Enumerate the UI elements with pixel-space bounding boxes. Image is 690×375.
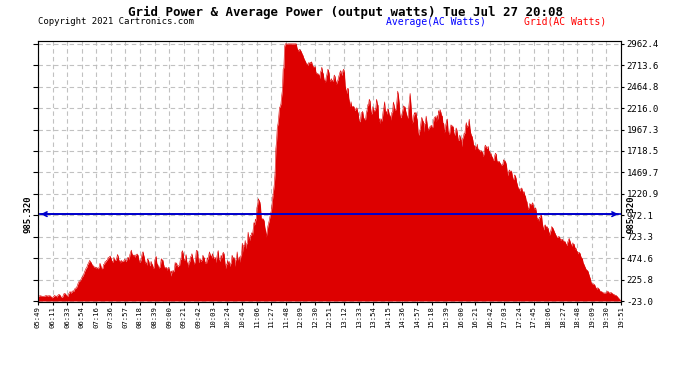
Text: 985.320: 985.320 bbox=[627, 195, 635, 233]
Text: Grid Power & Average Power (output watts) Tue Jul 27 20:08: Grid Power & Average Power (output watts… bbox=[128, 6, 562, 19]
Text: 985.320: 985.320 bbox=[23, 195, 32, 233]
Text: Copyright 2021 Cartronics.com: Copyright 2021 Cartronics.com bbox=[38, 17, 194, 26]
Text: Average(AC Watts): Average(AC Watts) bbox=[386, 17, 486, 27]
Text: Grid(AC Watts): Grid(AC Watts) bbox=[524, 17, 607, 27]
